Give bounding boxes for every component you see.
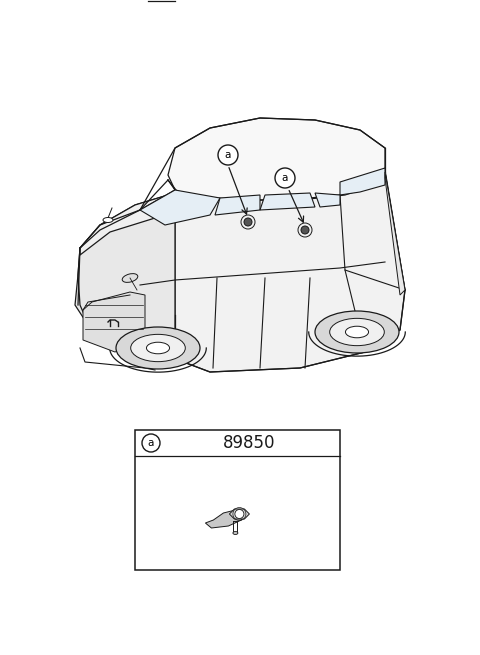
- Ellipse shape: [346, 326, 369, 338]
- Ellipse shape: [103, 217, 113, 223]
- Text: a: a: [225, 150, 231, 160]
- Polygon shape: [229, 509, 250, 519]
- Polygon shape: [165, 170, 405, 372]
- Circle shape: [142, 434, 160, 452]
- Ellipse shape: [315, 311, 399, 353]
- Circle shape: [218, 145, 238, 165]
- Polygon shape: [75, 190, 175, 362]
- Circle shape: [301, 226, 309, 234]
- Polygon shape: [260, 193, 315, 210]
- Polygon shape: [80, 190, 175, 255]
- Polygon shape: [205, 510, 243, 528]
- Polygon shape: [340, 168, 385, 195]
- Polygon shape: [385, 172, 405, 295]
- Polygon shape: [168, 118, 385, 200]
- Polygon shape: [83, 292, 145, 352]
- Text: 89850: 89850: [223, 434, 276, 452]
- Ellipse shape: [131, 334, 185, 362]
- Bar: [135, 430, 340, 570]
- Circle shape: [275, 168, 295, 188]
- Ellipse shape: [122, 274, 138, 282]
- Ellipse shape: [116, 327, 200, 369]
- Circle shape: [244, 218, 252, 226]
- Ellipse shape: [330, 318, 384, 346]
- Ellipse shape: [233, 531, 238, 534]
- Text: a: a: [282, 173, 288, 183]
- Polygon shape: [215, 195, 260, 215]
- Circle shape: [235, 510, 244, 519]
- Ellipse shape: [146, 342, 169, 354]
- Text: a: a: [148, 438, 154, 448]
- Polygon shape: [140, 190, 220, 225]
- Polygon shape: [315, 193, 340, 207]
